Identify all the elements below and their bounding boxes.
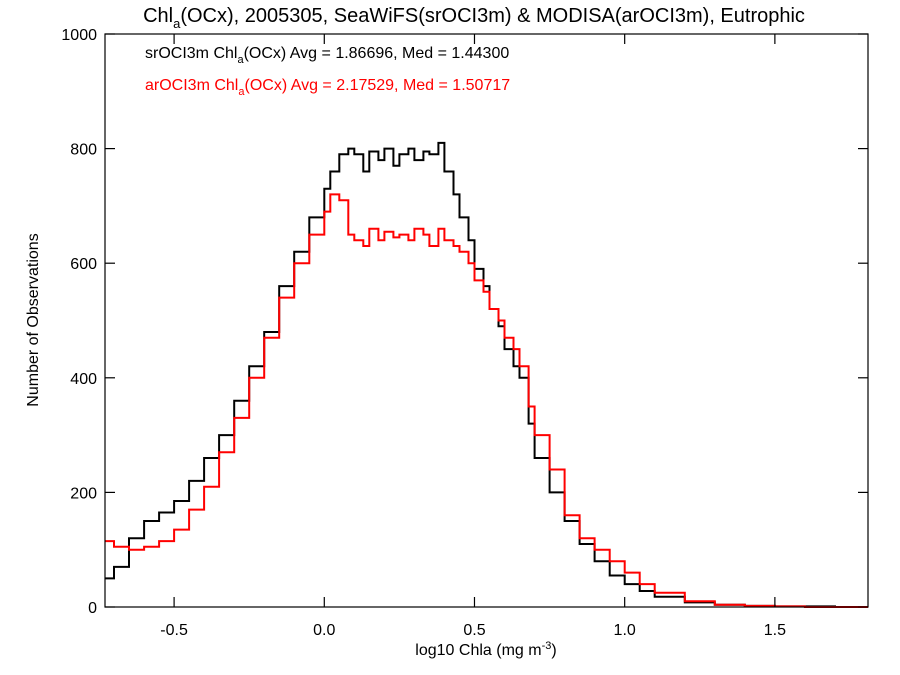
legend-entry-srOCI3m-rest: (OCx) Avg = 1.86696, Med = 1.44300 bbox=[244, 45, 510, 62]
legend-entry-arOCI3m-main: arOCI3m Chl bbox=[145, 77, 238, 94]
legend-entry-srOCI3m-main: srOCI3m Chl bbox=[145, 45, 237, 62]
x-tick-label: 0.0 bbox=[313, 622, 335, 639]
legend-entry-srOCI3m-sub: a bbox=[237, 54, 244, 66]
y-tick-label: 400 bbox=[70, 371, 97, 388]
chart-title: Chla(OCx), 2005305, SeaWiFS(srOCI3m) & M… bbox=[143, 5, 805, 31]
y-axis: 0 200 400 600 800 1000 bbox=[61, 27, 868, 617]
x-axis: -0.5 0.0 0.5 1.0 1.5 bbox=[160, 34, 786, 639]
y-tick-label: 600 bbox=[70, 256, 97, 273]
legend-entry-arOCI3m-sub: a bbox=[238, 86, 245, 98]
x-tick-label: 0.5 bbox=[463, 622, 485, 639]
x-tick-label: 1.0 bbox=[614, 622, 636, 639]
series-1-line bbox=[105, 193, 868, 608]
series-layer bbox=[105, 141, 868, 608]
y-tick-label: 1000 bbox=[61, 27, 97, 44]
x-tick-label: 1.5 bbox=[764, 622, 786, 639]
y-tick-label: 200 bbox=[70, 485, 97, 502]
x-axis-label: log10 Chla (mg m-3) bbox=[415, 640, 556, 659]
y-tick-label: 800 bbox=[70, 142, 97, 159]
legend-entry-arOCI3m-rest: (OCx) Avg = 2.17529, Med = 1.50717 bbox=[244, 77, 510, 94]
legend-entry-srOCI3m: srOCI3m Chla(OCx) Avg = 1.86696, Med = 1… bbox=[145, 45, 509, 66]
x-axis-label-superscript: -3 bbox=[542, 640, 552, 652]
chart-title-subscript: a bbox=[173, 16, 181, 31]
plot-frame bbox=[104, 33, 869, 608]
chart-title-main: Chl bbox=[143, 5, 173, 27]
x-tick-label: -0.5 bbox=[160, 622, 188, 639]
legend-entry-arOCI3m: arOCI3m Chla(OCx) Avg = 2.17529, Med = 1… bbox=[145, 77, 510, 98]
y-axis-label: Number of Observations bbox=[25, 233, 42, 406]
x-axis-label-close: ) bbox=[551, 642, 556, 659]
y-tick-label: 0 bbox=[88, 600, 97, 617]
chart-title-rest: (OCx), 2005305, SeaWiFS(srOCI3m) & MODIS… bbox=[180, 5, 805, 27]
x-axis-label-main: log10 Chla (mg m bbox=[415, 642, 541, 659]
series-0-line bbox=[105, 141, 868, 608]
